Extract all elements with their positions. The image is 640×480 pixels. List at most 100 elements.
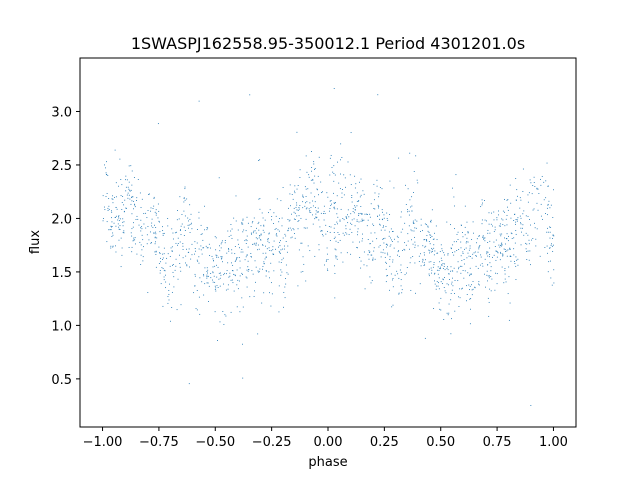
data-point — [374, 192, 376, 194]
data-point — [257, 244, 259, 246]
data-point — [294, 190, 295, 192]
data-point — [258, 198, 260, 200]
data-point — [319, 226, 321, 228]
data-point — [276, 198, 278, 200]
data-point — [265, 275, 267, 277]
data-point — [546, 162, 548, 164]
data-point — [361, 213, 363, 214]
data-point — [372, 259, 374, 261]
data-point — [334, 297, 336, 299]
data-point — [186, 265, 188, 267]
data-point — [264, 219, 266, 221]
data-point — [323, 213, 324, 214]
data-point — [183, 226, 185, 228]
data-point — [463, 277, 465, 279]
data-point — [484, 219, 486, 221]
data-point — [367, 219, 369, 221]
data-point — [369, 243, 371, 244]
data-point — [170, 247, 172, 249]
data-point — [241, 272, 243, 274]
data-point — [237, 239, 239, 241]
data-point — [350, 222, 351, 224]
data-point — [472, 253, 474, 255]
data-point — [230, 224, 232, 225]
data-point — [321, 233, 323, 235]
data-point — [477, 267, 479, 269]
data-point — [348, 234, 350, 236]
data-point — [390, 237, 391, 239]
data-point — [469, 247, 471, 249]
data-point — [119, 218, 121, 220]
data-point — [368, 252, 370, 253]
data-point — [506, 233, 508, 235]
data-point — [332, 171, 334, 173]
data-point — [423, 265, 425, 266]
data-point — [133, 237, 135, 239]
data-point — [442, 279, 444, 281]
data-point — [350, 184, 352, 186]
data-point — [216, 256, 217, 258]
data-point — [356, 205, 358, 207]
data-point — [481, 199, 483, 201]
data-point — [216, 255, 218, 257]
data-point — [300, 217, 302, 219]
data-point — [506, 214, 508, 216]
data-point — [187, 224, 189, 226]
data-point — [204, 205, 206, 207]
data-point — [533, 176, 535, 178]
data-point — [504, 278, 506, 280]
data-point — [213, 275, 215, 277]
data-point — [320, 192, 322, 194]
data-point — [172, 238, 174, 240]
data-point — [307, 245, 309, 247]
data-point — [289, 227, 291, 229]
data-point — [434, 232, 435, 234]
data-point — [446, 312, 448, 314]
data-point — [183, 210, 185, 212]
data-point — [273, 240, 275, 242]
data-point — [155, 250, 157, 252]
data-point — [315, 216, 317, 218]
data-point — [246, 286, 248, 288]
data-point — [313, 161, 315, 163]
data-point — [490, 223, 492, 225]
data-point — [237, 288, 239, 290]
data-point — [507, 293, 509, 295]
data-point — [391, 241, 393, 242]
data-point — [550, 277, 552, 279]
data-point — [215, 249, 217, 251]
data-point — [409, 152, 411, 154]
data-point — [368, 258, 370, 260]
data-point — [478, 246, 480, 248]
data-point — [501, 218, 503, 220]
data-point — [258, 229, 260, 231]
data-point — [258, 271, 260, 273]
data-point — [374, 208, 376, 210]
data-point — [263, 292, 265, 294]
data-point — [337, 216, 339, 218]
data-point — [468, 284, 470, 286]
data-point — [547, 204, 549, 206]
data-point — [407, 240, 409, 242]
data-point — [111, 226, 113, 227]
data-point — [511, 233, 513, 235]
data-point — [428, 275, 430, 277]
data-point — [122, 218, 124, 220]
data-point — [418, 255, 420, 257]
data-point — [133, 239, 135, 241]
data-point — [489, 232, 491, 234]
data-point — [515, 230, 517, 232]
data-point — [161, 267, 163, 269]
data-point — [134, 203, 135, 205]
data-point — [378, 246, 380, 248]
data-point — [268, 212, 269, 214]
data-point — [389, 180, 391, 182]
data-point — [321, 230, 323, 232]
data-point — [543, 199, 545, 201]
data-point — [374, 232, 376, 234]
data-point — [182, 243, 184, 245]
data-point — [152, 208, 154, 209]
data-point — [110, 229, 112, 231]
data-point — [484, 258, 486, 260]
data-point — [179, 241, 181, 243]
